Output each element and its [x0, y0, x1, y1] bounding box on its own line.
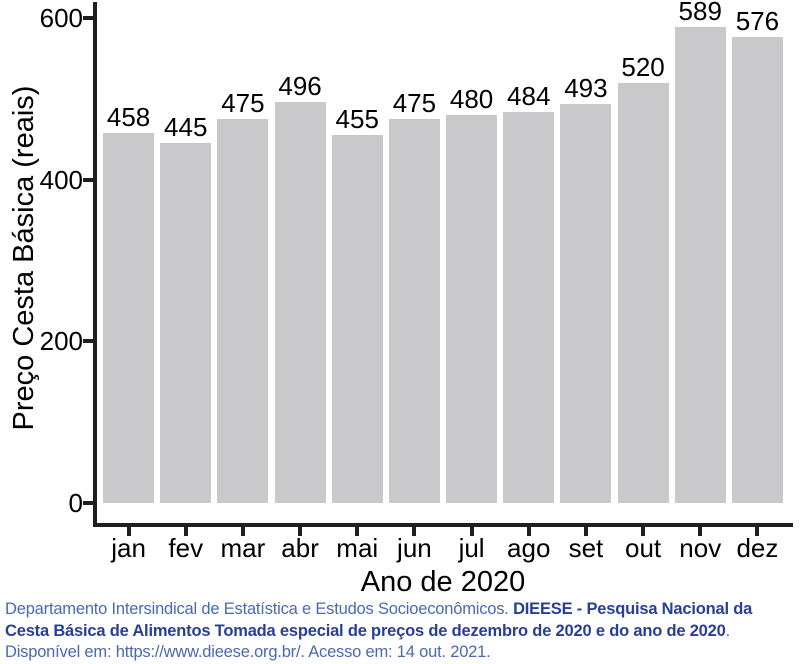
x-axis-tick-label: ago	[507, 533, 551, 563]
x-axis-tick	[641, 527, 646, 536]
bar-value-label: 496	[278, 71, 322, 102]
x-axis-tick	[183, 527, 188, 536]
citation-text-bold: DIEESE - Pesquisa Nacional da	[513, 600, 753, 618]
x-axis-tick	[469, 527, 474, 536]
bar-set	[560, 104, 612, 503]
bar-abr	[274, 102, 326, 503]
x-axis-tick-label: mai	[336, 533, 379, 563]
x-axis-tick-label: abr	[281, 533, 319, 563]
bar-jan	[103, 132, 155, 503]
x-axis-line	[93, 523, 793, 527]
x-axis-tick-label: fev	[168, 533, 204, 563]
x-axis-tick	[240, 527, 245, 536]
citation-line: Disponível em: https://www.dieese.org.br…	[5, 642, 800, 664]
x-axis-tick-label: jun	[397, 533, 432, 563]
bar-fev	[160, 143, 212, 503]
citation-line: Cesta Básica de Alimentos Tomada especia…	[5, 621, 800, 643]
x-axis-tick-label: out	[625, 533, 662, 563]
y-axis-tick	[83, 339, 93, 344]
x-axis-tick-label: dez	[736, 533, 779, 563]
x-axis-tick	[583, 527, 588, 536]
bar-out	[617, 82, 669, 503]
y-axis-line	[93, 2, 97, 527]
bar-value-label: 520	[621, 51, 665, 82]
x-axis-tick-label: mar	[220, 533, 266, 563]
source-citation: Departamento Intersindical de Estatístic…	[5, 599, 800, 664]
y-axis-tick	[83, 177, 93, 182]
x-axis-tick	[126, 527, 131, 536]
y-axis-tick	[83, 501, 93, 505]
y-axis-title: Preço Cesta Básica (reais)	[8, 85, 40, 431]
y-axis-tick-label: 200	[39, 326, 83, 357]
citation-text: .	[725, 621, 731, 640]
y-axis-tick	[83, 16, 93, 20]
bar-value-label: 484	[507, 80, 551, 111]
x-axis-tick	[355, 527, 360, 536]
x-axis-tick	[412, 527, 417, 536]
citation-text: Departamento Intersindical de Estatístic…	[5, 600, 514, 618]
bar-value-label: 445	[164, 112, 208, 143]
bar-mai	[331, 135, 383, 503]
bar-value-label: 576	[735, 6, 780, 37]
x-axis-tick	[755, 527, 760, 536]
x-axis-tick-label: jul	[458, 533, 485, 563]
y-axis-tick-label: 400	[39, 164, 83, 195]
bar-value-label: 458	[106, 101, 151, 132]
x-axis-tick-label: set	[568, 533, 604, 563]
bar-value-label: 493	[564, 73, 608, 104]
x-axis-title: Ano de 2020	[360, 566, 526, 598]
x-axis-tick	[298, 527, 303, 536]
y-axis-tick-label: 0	[68, 488, 83, 518]
bar-jun	[388, 119, 440, 503]
citation-text-bold: Cesta Básica de Alimentos Tomada especia…	[5, 621, 726, 640]
bar-dez	[731, 37, 783, 503]
bar-value-label: 480	[449, 84, 494, 114]
bar-value-label: 589	[678, 0, 722, 26]
x-axis-tick-label: nov	[679, 533, 722, 563]
x-axis-tick	[526, 527, 531, 536]
bar-jul	[446, 115, 498, 503]
bar-value-label: 475	[221, 88, 265, 119]
x-axis-tick	[698, 527, 703, 536]
citation-text: Disponível em: https://www.dieese.org.br…	[5, 643, 491, 661]
bar-value-label: 455	[335, 104, 379, 135]
y-axis-tick-label: 600	[39, 3, 83, 33]
x-axis-tick-label: jan	[111, 533, 146, 563]
bar-ago	[503, 111, 555, 503]
bar-mar	[217, 119, 269, 503]
citation-line: Departamento Intersindical de Estatístic…	[5, 599, 800, 621]
bar-value-label: 475	[392, 88, 437, 119]
bar-nov	[674, 26, 726, 503]
